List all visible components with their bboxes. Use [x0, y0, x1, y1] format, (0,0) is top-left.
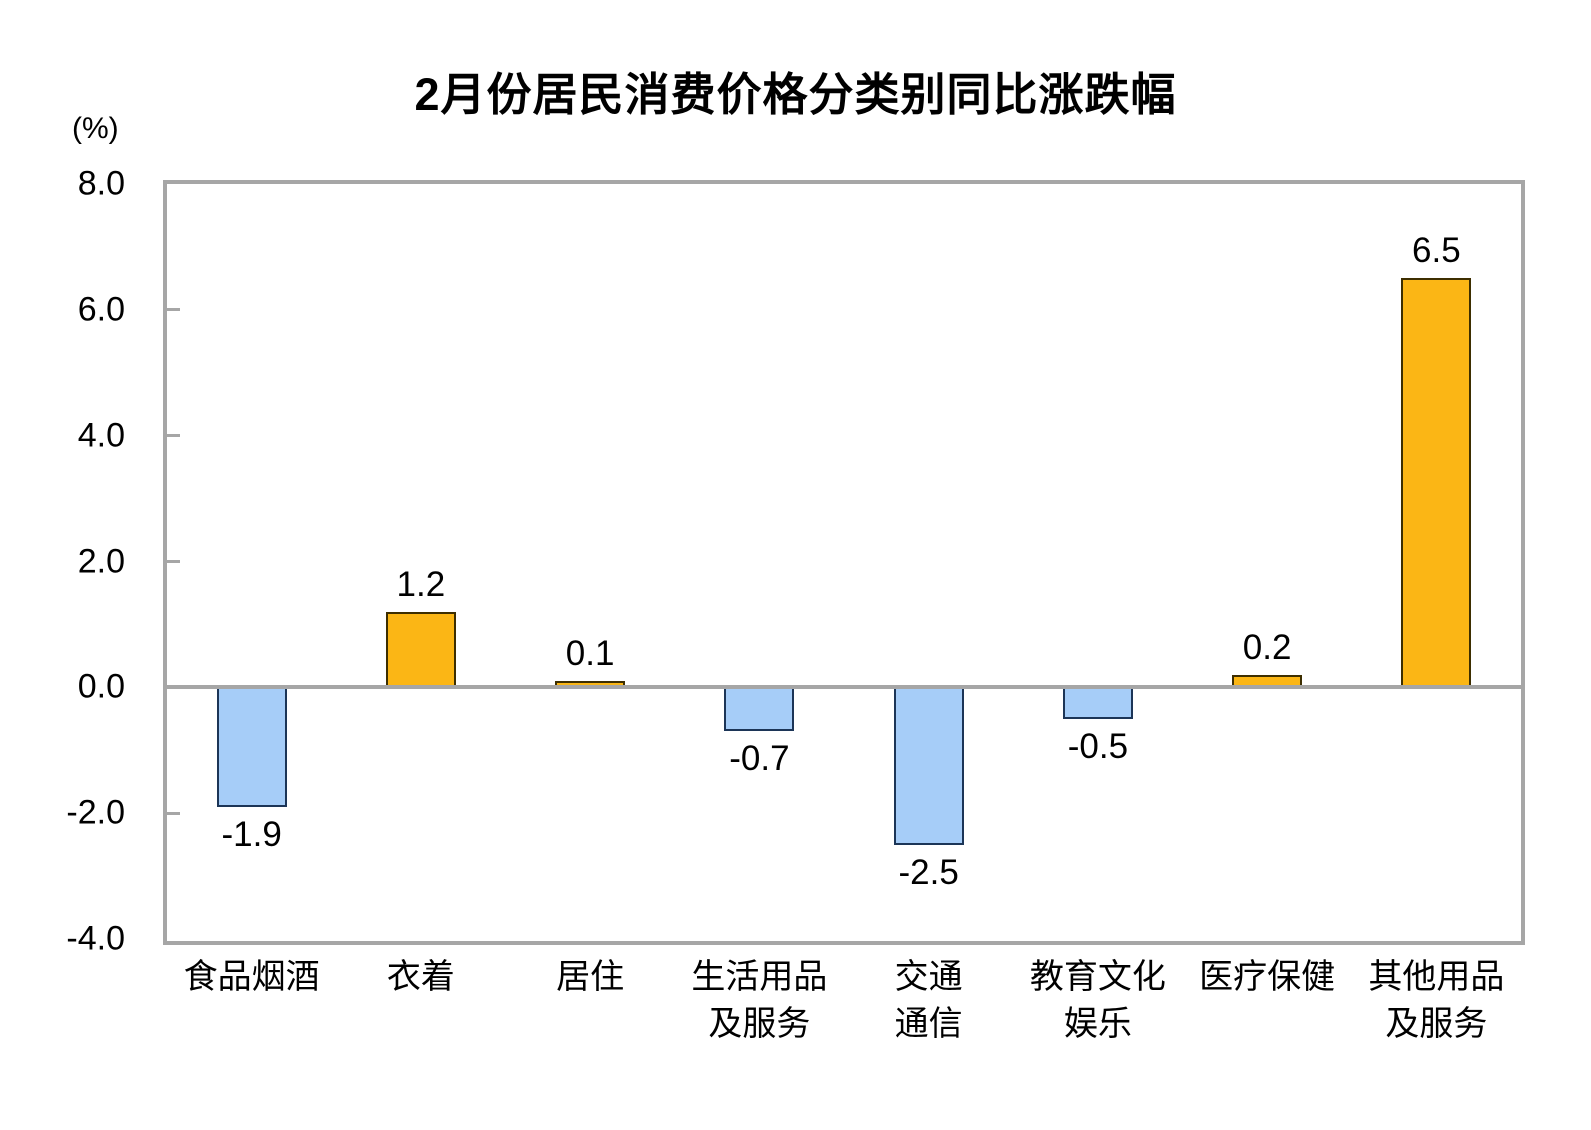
x-axis-category-label-food-tobacco-alcohol: 食品烟酒: [183, 958, 320, 996]
x-axis-category-label-healthcare: 医疗保健: [1199, 958, 1336, 996]
y-tick-mark: [167, 560, 180, 563]
bar-value-label-housing: 0.1: [565, 634, 615, 674]
bar-other-goods-services: [1401, 278, 1472, 688]
bar-value-label-transport-communication: -2.5: [898, 852, 959, 892]
bar-transport-communication: [893, 687, 964, 845]
bar-value-label-education-culture-entertainment: -0.5: [1067, 726, 1129, 766]
bar-value-label-healthcare: 0.2: [1242, 627, 1292, 667]
y-axis-unit-label: (%): [72, 112, 119, 145]
bar-clothing: [385, 611, 456, 688]
bar-household-goods-services: [724, 687, 795, 732]
y-tick-label: 6.0: [77, 290, 125, 329]
y-tick-label: 8.0: [77, 164, 125, 203]
x-axis-category-label-other-goods-services: 其他用品 及服务: [1368, 958, 1505, 1043]
y-tick-label: 2.0: [77, 542, 125, 580]
bar-value-label-food-tobacco-alcohol: -1.9: [221, 814, 282, 854]
x-axis-category-label-household-goods-services: 生活用品 及服务: [691, 958, 828, 1043]
bar-value-label-other-goods-services: 6.5: [1412, 231, 1461, 271]
x-axis-category-label-education-culture-entertainment: 教育文化 娱乐: [1029, 958, 1166, 1043]
bar-value-label-household-goods-services: -0.7: [729, 739, 790, 779]
bar-food-tobacco-alcohol: [216, 687, 287, 807]
y-tick-label: -2.0: [66, 793, 125, 832]
bar-education-culture-entertainment: [1062, 687, 1133, 719]
bar-value-label-clothing: 1.2: [396, 564, 446, 604]
y-tick-label: 4.0: [77, 416, 125, 455]
zero-axis-line: [163, 685, 1525, 690]
y-tick-mark: [167, 811, 180, 815]
x-axis-category-label-clothing: 衣着: [386, 958, 455, 996]
y-tick-mark: [167, 434, 180, 438]
y-tick-mark: [167, 308, 180, 312]
y-tick-label: -4.0: [66, 919, 125, 958]
plot-area: [163, 180, 1525, 945]
x-axis-category-label-transport-communication: 交通 通信: [894, 958, 963, 1043]
y-tick-label: 0.0: [77, 667, 125, 706]
chart-title: 2月份居民消费价格分类别同比涨跌幅: [414, 69, 1177, 120]
x-axis-category-label-housing: 居住: [556, 958, 625, 996]
